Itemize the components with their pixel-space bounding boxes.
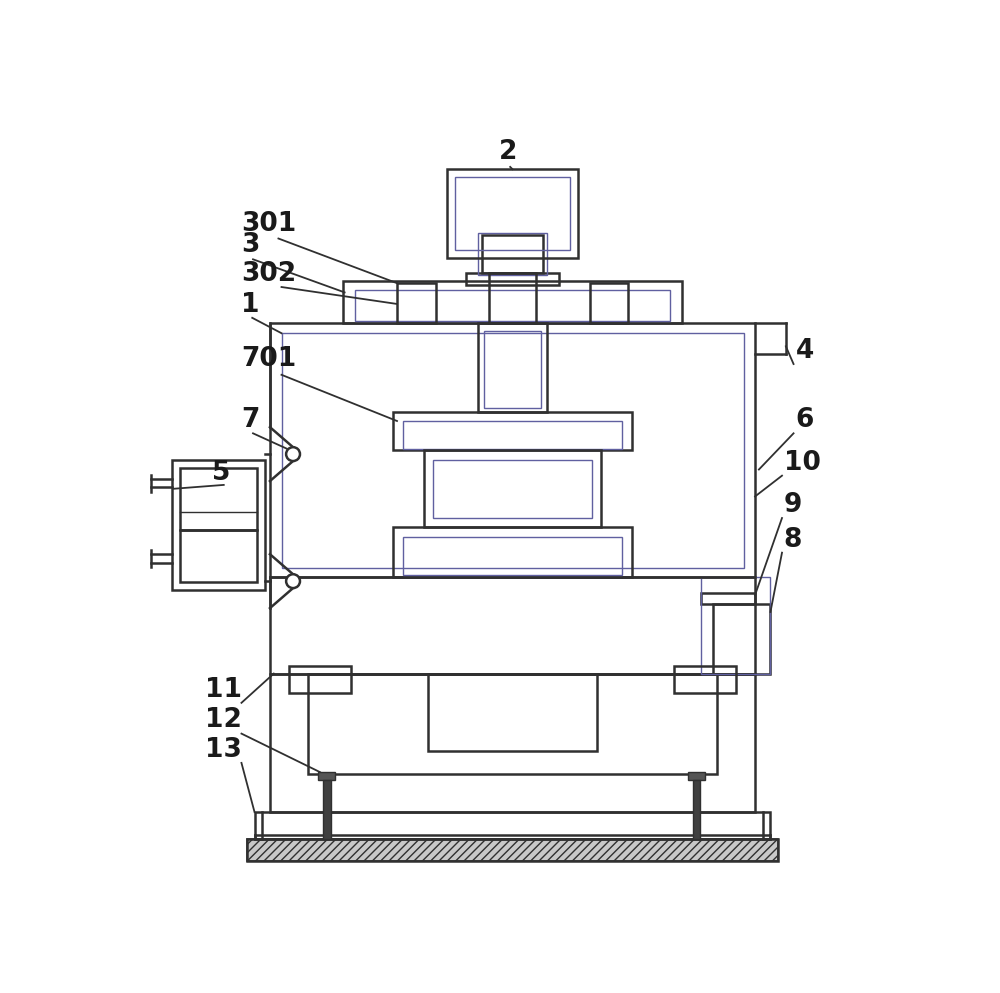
Bar	[270, 323, 755, 577]
Bar	[701, 577, 770, 673]
Bar	[397, 283, 436, 323]
Bar	[393, 527, 632, 577]
Bar	[478, 323, 547, 412]
Bar	[308, 673, 717, 774]
Bar	[688, 773, 705, 780]
Bar	[255, 812, 770, 839]
Bar	[489, 273, 536, 323]
Text: 1: 1	[241, 292, 260, 318]
Text: 701: 701	[241, 346, 297, 371]
Text: 12: 12	[205, 707, 241, 734]
Bar	[403, 536, 622, 575]
Bar	[455, 177, 570, 250]
Bar	[282, 334, 744, 568]
Bar	[247, 839, 778, 861]
Text: 3: 3	[241, 231, 260, 257]
Bar	[447, 169, 578, 258]
Bar	[713, 605, 770, 673]
Bar	[393, 412, 632, 450]
Bar	[466, 273, 559, 285]
Bar	[180, 529, 257, 582]
Text: 5: 5	[212, 460, 231, 486]
Bar	[172, 461, 265, 590]
Bar	[355, 290, 670, 321]
Bar	[343, 281, 682, 323]
Text: 8: 8	[784, 526, 802, 552]
Bar	[674, 666, 736, 693]
Bar	[403, 421, 622, 449]
Bar	[478, 233, 547, 275]
Text: 11: 11	[205, 676, 242, 703]
Circle shape	[286, 447, 300, 461]
Text: 10: 10	[784, 450, 820, 476]
Bar	[318, 773, 335, 780]
Text: 13: 13	[205, 737, 241, 763]
Text: 302: 302	[241, 261, 297, 287]
Circle shape	[286, 574, 300, 588]
Bar	[289, 666, 351, 693]
Text: 9: 9	[784, 492, 802, 518]
Bar	[180, 468, 257, 529]
Text: 2: 2	[499, 139, 517, 165]
Bar	[424, 450, 601, 527]
Bar	[247, 839, 778, 861]
Text: 6: 6	[796, 407, 814, 433]
Bar	[323, 780, 331, 839]
Bar	[270, 577, 755, 673]
Text: 7: 7	[241, 407, 260, 433]
Bar	[590, 283, 628, 323]
Bar	[482, 234, 543, 273]
Bar	[270, 673, 755, 812]
Bar	[484, 331, 541, 408]
Bar	[428, 673, 597, 751]
Bar	[693, 780, 700, 839]
Bar	[433, 460, 592, 518]
Bar	[701, 593, 755, 605]
Text: 4: 4	[796, 338, 814, 363]
Text: 301: 301	[241, 211, 297, 236]
